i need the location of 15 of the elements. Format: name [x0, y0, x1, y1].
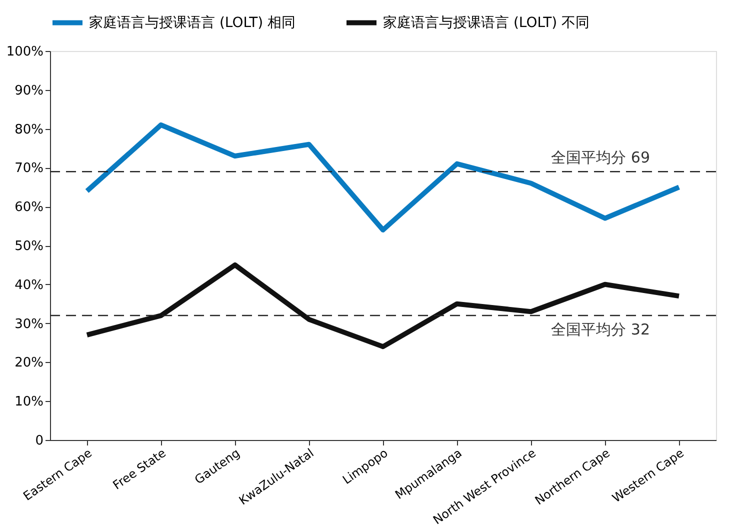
y-tick-label: 50%	[14, 239, 44, 254]
y-tick-label: 20%	[14, 356, 44, 371]
y-tick-label: 40%	[14, 278, 44, 293]
y-tick-label: 70%	[14, 161, 44, 176]
y-tick-label: 60%	[14, 200, 44, 216]
y-tick-label: 30%	[14, 316, 44, 332]
legend-label: 家庭语言与授课语言 (LOLT) 相同	[89, 14, 296, 31]
legend-label: 家庭语言与授课语言 (LOLT) 不同	[383, 14, 590, 31]
y-tick-label: 90%	[14, 83, 44, 98]
ref-line-label: 全国平均分 69	[551, 148, 650, 167]
y-tick-label: 80%	[14, 122, 44, 138]
y-tick-label: 100%	[6, 44, 44, 60]
ref-line-label: 全国平均分 32	[551, 320, 650, 339]
y-tick-label: 0	[35, 434, 44, 448]
y-tick-label: 10%	[14, 394, 44, 410]
